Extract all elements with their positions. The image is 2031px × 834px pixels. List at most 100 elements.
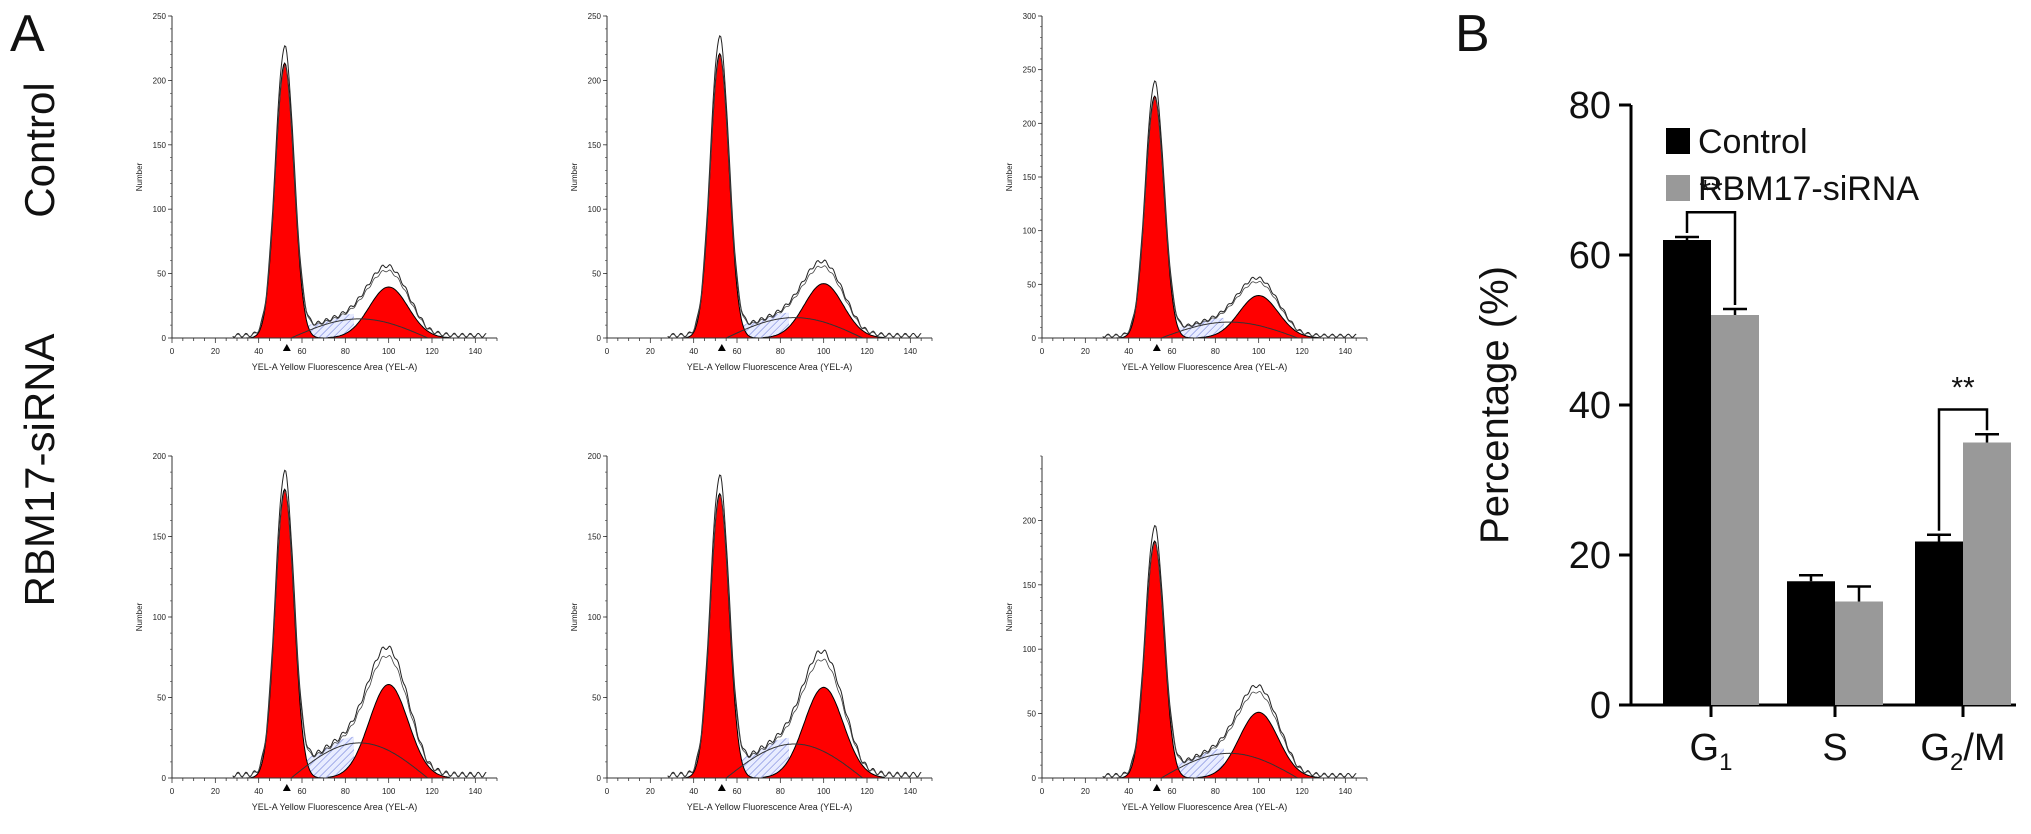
- x-tick-label: 100: [1252, 787, 1266, 796]
- y-tick-label: 200: [1023, 119, 1037, 128]
- x-tick-label: 20: [211, 787, 220, 796]
- g2-peak-area: [327, 683, 450, 779]
- x-axis-label: YEL-A Yellow Fluorescence Area (YEL-A): [1122, 802, 1288, 812]
- x-tick-label: 20: [1081, 787, 1090, 796]
- y-axis-label: Number: [1005, 602, 1014, 631]
- x-tick-label: G2/M: [1920, 727, 2005, 776]
- bar-rbm17-sirna-0: [1711, 315, 1759, 705]
- x-tick-label: 40: [689, 787, 698, 796]
- row-label-rbm17-sirna: RBM17-siRNA: [16, 333, 63, 607]
- x-tick-label: 60: [733, 347, 742, 356]
- y-tick-label: 0: [597, 774, 602, 783]
- x-tick-label: 80: [776, 347, 785, 356]
- flow-histogram-3: 0 20 40 60 80 100 120 140 0 50 100 150 200 250 300 YEL-…: [1005, 12, 1368, 372]
- x-tick-label: 100: [1252, 347, 1266, 356]
- y-tick-label: 60: [1569, 235, 1611, 277]
- histogram-fit-line: [236, 64, 476, 338]
- g1-marker-icon: [282, 784, 291, 791]
- x-tick-label: 60: [1168, 787, 1177, 796]
- y-tick-label: 100: [153, 613, 167, 622]
- g1-peak-area: [245, 488, 324, 779]
- histogram-fit-line: [1106, 97, 1346, 338]
- y-tick-label: 0: [1590, 685, 1611, 727]
- s-phase-fit-line: [725, 317, 863, 339]
- x-tick-label: 0: [1040, 347, 1045, 356]
- x-tick-label: 20: [646, 787, 655, 796]
- x-tick-label: 80: [776, 787, 785, 796]
- x-tick-label: 80: [1211, 787, 1220, 796]
- panel-a-letter: A: [10, 5, 45, 63]
- y-axis-label: Number: [135, 162, 144, 191]
- y-tick-label: 200: [153, 452, 167, 461]
- s-phase-fit-line: [290, 742, 429, 779]
- legend-swatch: [1666, 175, 1690, 201]
- y-tick-label: 150: [1023, 581, 1037, 590]
- histogram-fit-line: [671, 494, 911, 777]
- s-phase-fit-line: [1161, 321, 1298, 339]
- y-axis-label: Number: [1005, 162, 1014, 191]
- flow-histogram-2: 0 20 40 60 80 100 120 140 0 50 100 150 200 250 YEL-A Y…: [570, 12, 933, 372]
- y-tick-label: 0: [162, 774, 167, 783]
- x-tick-label: 40: [254, 347, 263, 356]
- y-tick-label: 40: [1569, 385, 1611, 427]
- x-tick-label: 80: [341, 347, 350, 356]
- y-tick-label: 250: [1023, 66, 1037, 75]
- x-tick-label: 60: [1168, 347, 1177, 356]
- x-tick-label: S: [1822, 727, 1847, 769]
- g1-peak-area: [1115, 95, 1194, 339]
- significance-bracket: [1685, 211, 1737, 305]
- x-tick-label: 100: [817, 787, 831, 796]
- y-tick-label: 150: [588, 533, 602, 542]
- y-tick-label: 150: [1023, 173, 1037, 182]
- x-axis-label: YEL-A Yellow Fluorescence Area (YEL-A): [252, 362, 418, 372]
- x-tick-label: 120: [425, 347, 439, 356]
- s-phase-fit-line: [1160, 752, 1298, 779]
- x-tick-label: 60: [733, 787, 742, 796]
- s-phase-area: [732, 312, 789, 338]
- flow-histogram-4: 0 20 40 60 80 100 120 140 0 50 100 150 200 YEL-A Yell…: [135, 452, 498, 812]
- y-tick-label: 150: [588, 141, 602, 150]
- g2-peak-area: [1197, 294, 1320, 339]
- x-tick-label: 100: [382, 347, 396, 356]
- significance-label: **: [1951, 372, 1975, 405]
- histogram-fit-line: [236, 490, 476, 777]
- legend-label: RBM17-siRNA: [1698, 170, 1919, 208]
- g2-peak-area: [1197, 711, 1320, 779]
- x-tick-label: 120: [1295, 787, 1309, 796]
- x-tick-label: 140: [1339, 787, 1353, 796]
- x-tick-label: 120: [860, 787, 874, 796]
- y-tick-label: 100: [1023, 645, 1037, 654]
- s-phase-fit-line: [290, 318, 428, 339]
- significance-bracket: [1937, 408, 1989, 531]
- y-tick-label: 150: [153, 533, 167, 542]
- x-axis-label: YEL-A Yellow Fluorescence Area (YEL-A): [1122, 362, 1288, 372]
- g1-marker-icon: [717, 344, 726, 351]
- g1-marker-icon: [1152, 344, 1161, 351]
- y-tick-label: 200: [588, 452, 602, 461]
- x-tick-label: 60: [298, 347, 307, 356]
- y-tick-label: 80: [1569, 85, 1611, 127]
- flow-histogram-6: 0 20 40 60 80 100 120 140 0 50 100 150 200 YEL-A Yell…: [1005, 455, 1368, 812]
- x-tick-label: 20: [646, 347, 655, 356]
- y-tick-label: 20: [1569, 535, 1611, 577]
- x-tick-label: 140: [1339, 347, 1353, 356]
- y-tick-label: 0: [1032, 774, 1037, 783]
- y-tick-label: 200: [588, 76, 602, 85]
- y-axis-label: Number: [570, 602, 579, 631]
- histogram-fit-line: [671, 55, 911, 338]
- y-tick-label: 0: [162, 334, 167, 343]
- x-axis-label: YEL-A Yellow Fluorescence Area (YEL-A): [252, 802, 418, 812]
- y-tick-label: 300: [1023, 12, 1037, 21]
- panel-b-letter: B: [1455, 5, 1490, 63]
- legend-label: Control: [1698, 123, 1808, 161]
- g1-peak-area: [1115, 540, 1194, 779]
- x-tick-label: 0: [170, 787, 175, 796]
- g1-marker-icon: [282, 344, 291, 351]
- x-tick-label: 40: [254, 787, 263, 796]
- y-tick-label: 50: [592, 270, 601, 279]
- g2-peak-area: [762, 686, 885, 779]
- bar-control-2: [1915, 541, 1963, 705]
- s-phase-area: [297, 736, 354, 778]
- y-tick-label: 200: [153, 76, 167, 85]
- x-tick-label: 40: [689, 347, 698, 356]
